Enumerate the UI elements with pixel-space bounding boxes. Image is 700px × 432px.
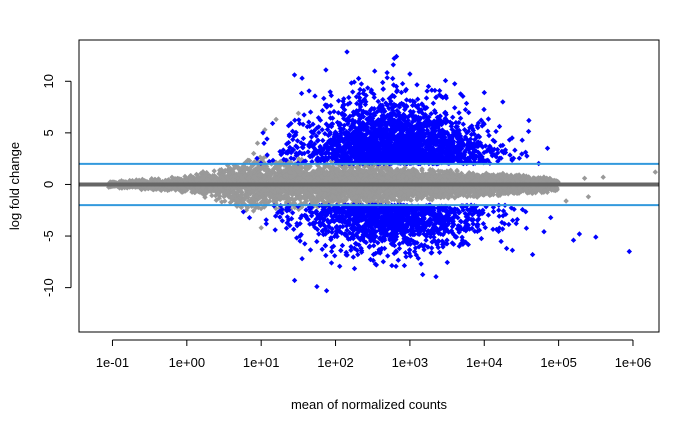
gray-point <box>458 170 465 177</box>
points-layer <box>106 49 658 294</box>
gray-point <box>211 168 217 174</box>
gray-point <box>544 189 550 195</box>
gray-point <box>320 172 327 179</box>
gray-point <box>198 170 204 177</box>
non-significant-points <box>106 110 658 231</box>
gray-point <box>193 171 200 178</box>
